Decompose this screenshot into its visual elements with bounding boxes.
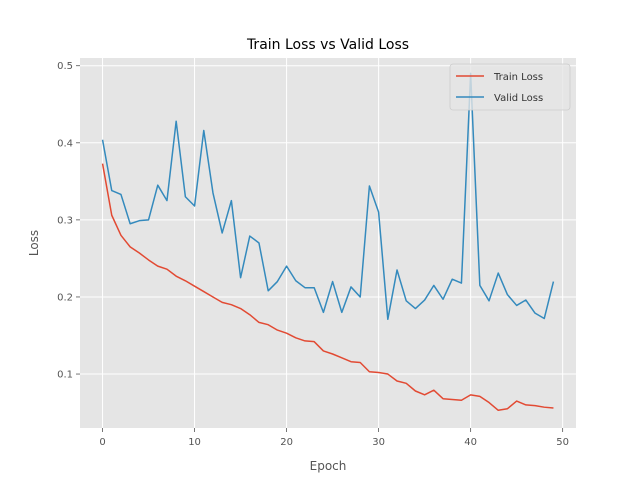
series-line-valid-loss bbox=[101, 72, 555, 321]
x-tick-label: 0 bbox=[99, 437, 105, 448]
y-tick-label: 0.4 bbox=[57, 138, 73, 149]
chart-title: Train Loss vs Valid Loss bbox=[246, 37, 409, 53]
y-axis-label: Loss bbox=[27, 230, 41, 256]
x-axis-ticks: 0 10 20 30 40 50 bbox=[99, 428, 569, 448]
x-tick-label: 40 bbox=[464, 437, 477, 448]
legend: Train Loss Valid Loss bbox=[449, 63, 571, 111]
y-axis-ticks: 0.1 0.2 0.3 0.4 0.5 bbox=[57, 61, 80, 381]
y-tick-label: 0.1 bbox=[57, 370, 73, 381]
y-tick-label: 0.3 bbox=[57, 215, 73, 226]
legend-label-valid-loss: Valid Loss bbox=[494, 93, 543, 104]
x-tick-label: 30 bbox=[372, 437, 385, 448]
legend-label-train-loss: Train Loss bbox=[493, 72, 543, 83]
y-tick-label: 0.5 bbox=[57, 61, 73, 72]
series-layer bbox=[101, 72, 555, 412]
x-axis-label: Epoch bbox=[310, 459, 347, 473]
series-line-train-loss bbox=[101, 163, 554, 412]
plot-area bbox=[80, 58, 576, 428]
x-tick-label: 10 bbox=[188, 437, 201, 448]
y-tick-label: 0.2 bbox=[57, 292, 73, 303]
x-tick-label: 20 bbox=[280, 437, 293, 448]
x-tick-label: 50 bbox=[556, 437, 569, 448]
